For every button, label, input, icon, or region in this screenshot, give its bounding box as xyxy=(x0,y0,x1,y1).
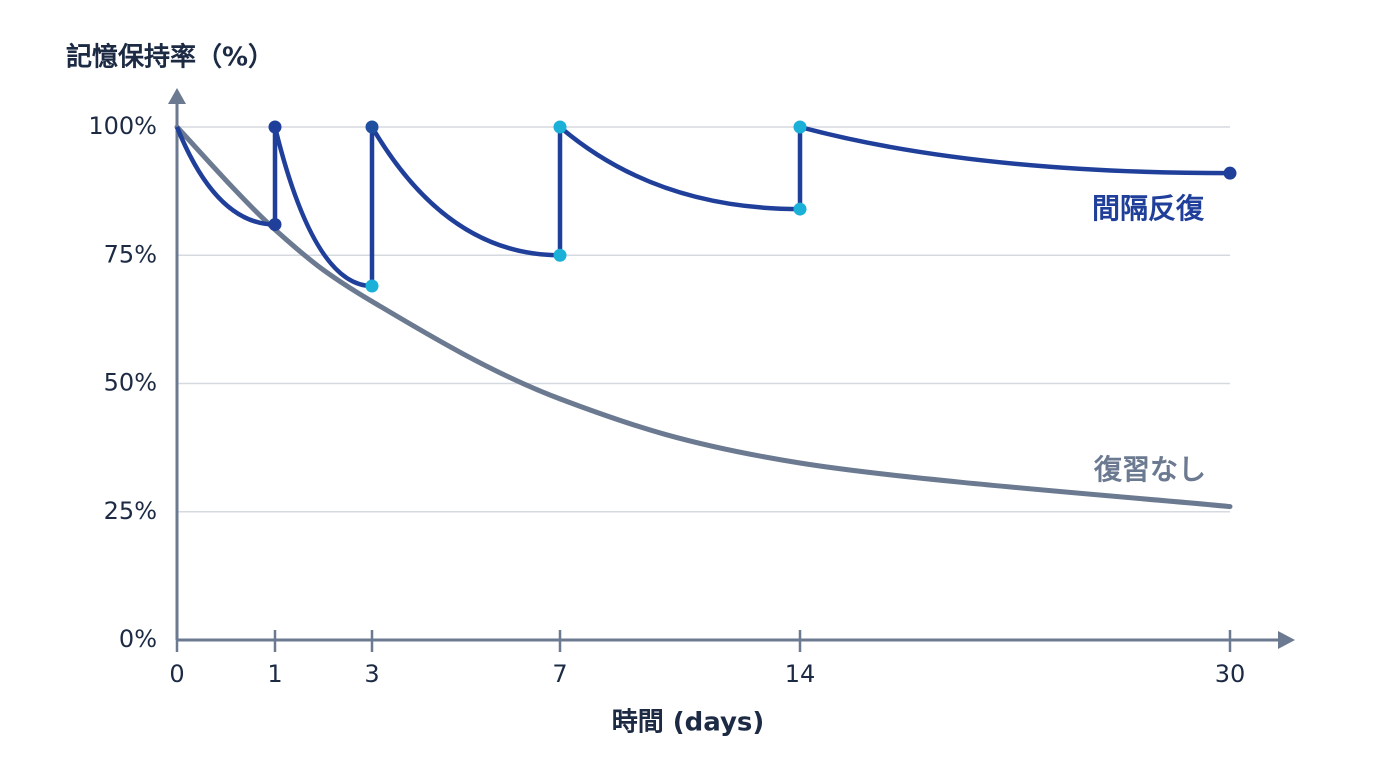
y-tick-label: 25% xyxy=(104,497,157,525)
marker xyxy=(365,279,379,293)
marker xyxy=(793,202,807,216)
axes xyxy=(168,88,1295,649)
series-label: 復習なし xyxy=(1093,453,1206,486)
grid xyxy=(177,126,1230,513)
y-tick-label: 0% xyxy=(119,625,157,653)
line xyxy=(174,124,1231,289)
x-tick-label: 14 xyxy=(785,660,816,688)
x-tick-label: 30 xyxy=(1215,660,1246,688)
marker xyxy=(268,120,282,134)
marker xyxy=(365,120,379,134)
line xyxy=(174,124,1233,510)
series-label: 間隔反復 xyxy=(1092,192,1205,225)
marker xyxy=(553,248,567,262)
marker xyxy=(793,120,807,134)
x-tick-label: 0 xyxy=(169,660,184,688)
x-axis-title: 時間 (days) xyxy=(612,708,765,738)
marker xyxy=(268,217,282,231)
y-tick-label: 75% xyxy=(104,240,157,268)
marker xyxy=(553,120,567,134)
x-tick-label: 1 xyxy=(267,660,282,688)
marker xyxy=(1223,166,1237,180)
x-tick-label: 7 xyxy=(552,660,567,688)
y-arrow xyxy=(168,88,186,104)
x-arrow xyxy=(1278,631,1295,649)
x-tick-label: 3 xyxy=(364,660,379,688)
y-axis-title: 記憶保持率（%） xyxy=(66,42,274,73)
y-tick-label: 50% xyxy=(104,369,157,397)
y-tick-label: 100% xyxy=(88,112,157,140)
